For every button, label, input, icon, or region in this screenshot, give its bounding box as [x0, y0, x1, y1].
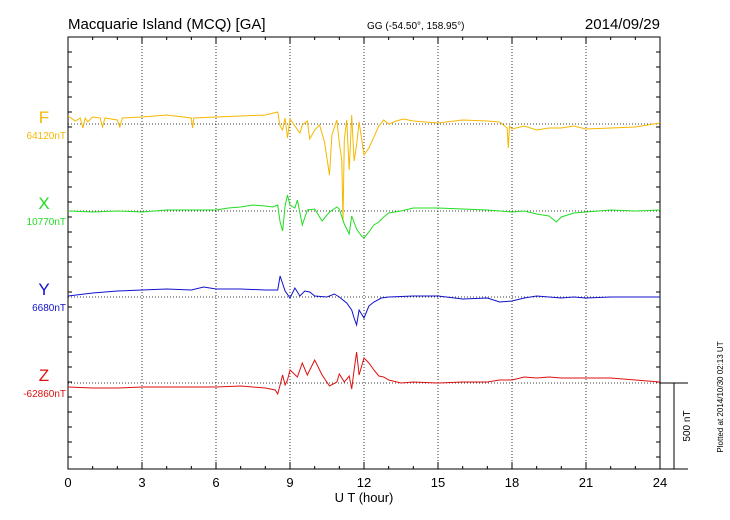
- series-x-name: X: [38, 194, 49, 213]
- series-f-name: F: [39, 108, 49, 127]
- x-tick-label: 0: [64, 475, 71, 490]
- x-tick-label: 18: [505, 475, 519, 490]
- x-tick-label: 21: [579, 475, 593, 490]
- series-x-line: [67, 194, 661, 239]
- x-tick-label: 6: [212, 475, 219, 490]
- x-tick-label: 12: [357, 475, 371, 490]
- axis-ticks: 0 3 6 9 12 15 18 21 24: [64, 37, 667, 490]
- series-y-line: [67, 275, 660, 327]
- x-tick-label: 15: [431, 475, 445, 490]
- series-z-baseline-value: -62860nT: [23, 389, 66, 400]
- x-tick-label: 3: [138, 475, 145, 490]
- station-coordinates: GG (-54.50°, 158.95°): [367, 21, 465, 32]
- series-f-baseline-value: 64120nT: [27, 131, 66, 142]
- series-x-baseline-value: 10770nT: [27, 217, 66, 228]
- grid-lines: [141, 37, 587, 469]
- series-z-name: Z: [39, 366, 49, 385]
- chart-date: 2014/09/29: [585, 16, 660, 33]
- series-z-line: [67, 351, 661, 396]
- series-f-line: [67, 111, 661, 223]
- plotted-note: Plotted at 2014/10/30 02:13 UT: [716, 341, 725, 452]
- x-tick-label: 9: [286, 475, 293, 490]
- x-axis-label: U T (hour): [335, 490, 394, 505]
- series-y-baseline-value: 6680nT: [32, 303, 66, 314]
- scale-bar: 500 nT: [660, 382, 693, 470]
- chart-title: Macquarie Island (MCQ) [GA]: [68, 16, 266, 33]
- series-group: [67, 111, 661, 396]
- series-y-name: Y: [38, 280, 49, 299]
- series-labels: F 64120nT X 10770nT Y 6680nT Z -62860nT: [23, 108, 66, 400]
- scale-label: 500 nT: [682, 410, 693, 441]
- x-tick-label: 24: [653, 475, 667, 490]
